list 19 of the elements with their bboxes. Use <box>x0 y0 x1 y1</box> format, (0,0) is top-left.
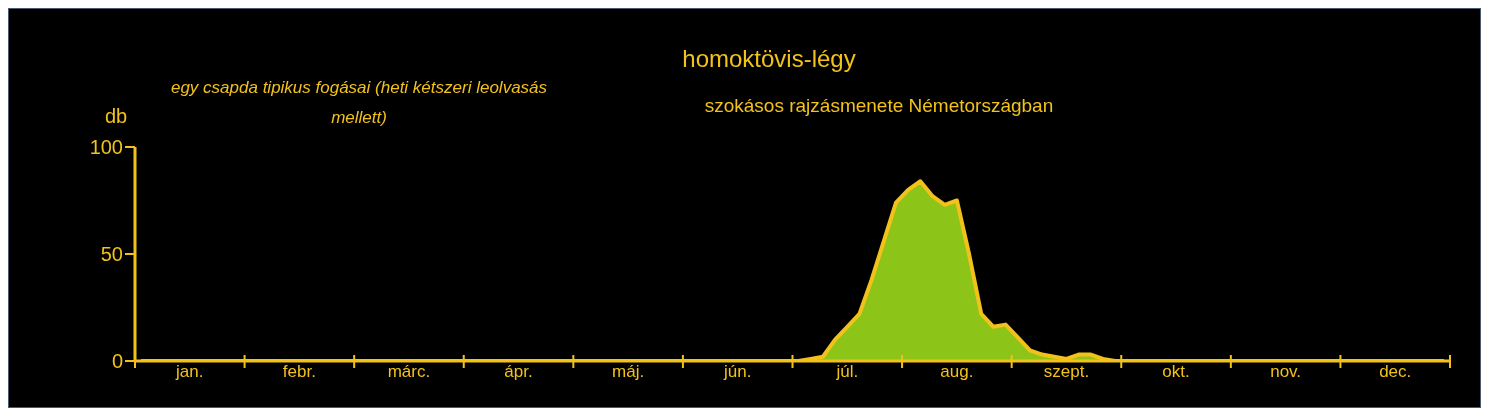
x-tick-label: jan. <box>175 362 204 381</box>
chart-subtitle: szokásos rajzásmenete Németországban <box>703 95 1055 117</box>
y-tick-label: 0 <box>111 350 123 373</box>
text: egy csapda tipikus fogásai (heti kétszeri leolvasás mellett) <box>169 77 549 129</box>
x-tick-label: nov. <box>1270 362 1302 381</box>
x-tick-label: aug. <box>940 362 974 381</box>
y-tick-label: 100 <box>89 136 123 159</box>
x-tick-label: máj. <box>612 362 645 381</box>
x-tick-label: jún. <box>723 362 752 381</box>
chart-title: homoktövis-légy <box>681 45 857 73</box>
y-tick-label: 50 <box>100 243 123 266</box>
x-tick-label: okt. <box>1162 362 1190 381</box>
y-axis-title: db <box>105 105 128 128</box>
x-tick-label: júl. <box>835 362 859 381</box>
x-tick-label: dec. <box>1379 362 1412 381</box>
x-tick-label: márc. <box>387 362 431 381</box>
x-tick-label: ápr. <box>504 362 533 381</box>
x-tick-label: szept. <box>1043 362 1090 381</box>
x-tick-label: febr. <box>282 362 316 381</box>
